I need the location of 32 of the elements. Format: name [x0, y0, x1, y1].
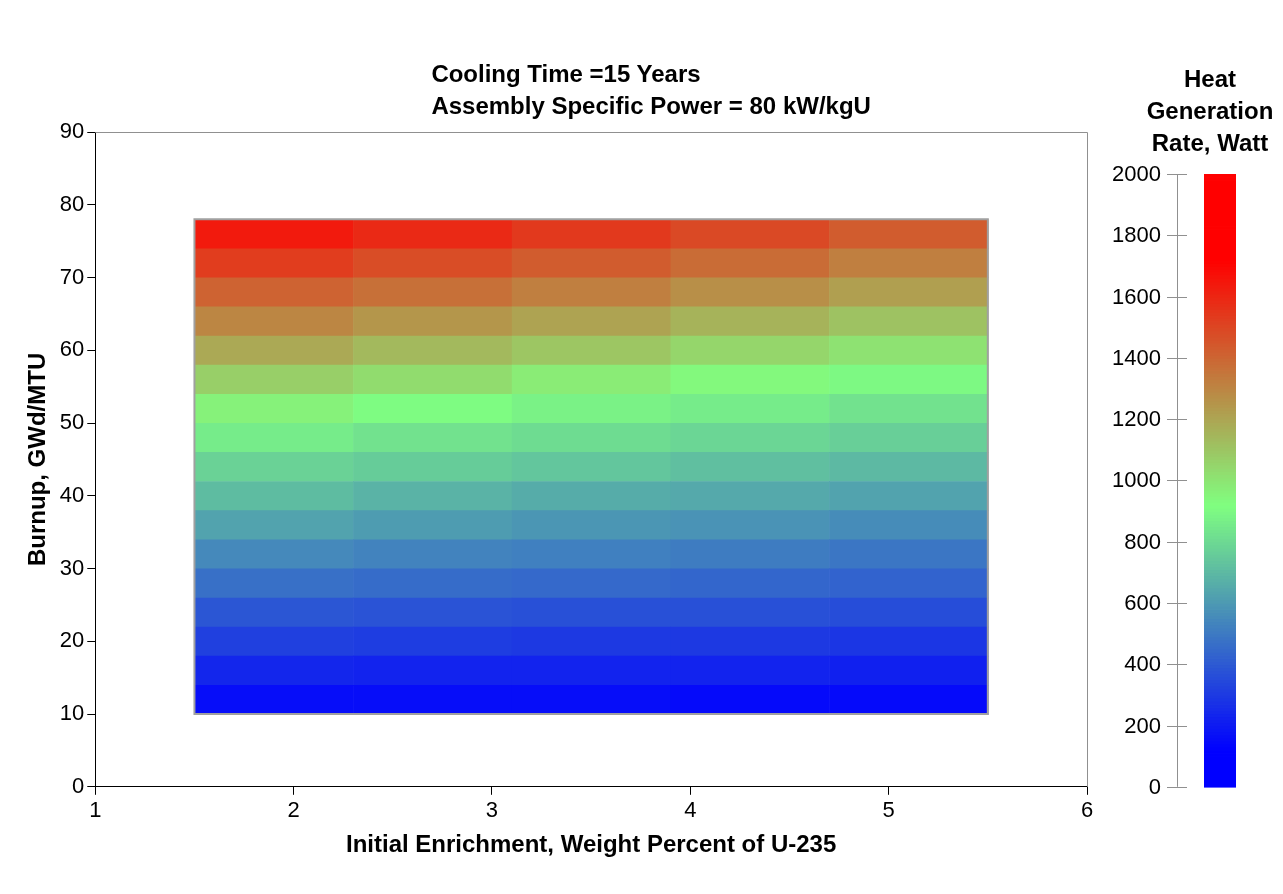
- x-axis-title: Initial Enrichment, Weight Percent of U-235: [345, 830, 837, 858]
- color-bar-label: 1200: [1112, 405, 1161, 431]
- y-tick-label: 0: [72, 772, 85, 798]
- color-bar-label: 0: [1148, 773, 1161, 799]
- x-tick-label: 4: [684, 797, 697, 823]
- color-bar-label: 1600: [1112, 283, 1161, 309]
- y-tick-label: 40: [59, 481, 85, 507]
- y-tick-label: 80: [59, 190, 85, 216]
- color-bar-label: 200: [1124, 712, 1161, 738]
- color-bar-title: Heat Generation Rate, Watt: [1146, 64, 1274, 156]
- color-bar-label: 800: [1124, 528, 1161, 554]
- y-tick-label: 10: [59, 700, 85, 726]
- chart-subtitle: Assembly Specific Power = 80 kW/kgU: [431, 91, 871, 119]
- x-tick-label: 3: [485, 797, 499, 823]
- x-tick-label: 1: [89, 797, 102, 823]
- y-tick-label: 50: [59, 409, 85, 435]
- y-tick-label: 30: [59, 554, 85, 580]
- y-tick-label: 60: [59, 336, 85, 362]
- x-tick-label: 6: [1080, 797, 1094, 823]
- color-bar-label: 1800: [1112, 221, 1161, 247]
- color-bar-label: 1400: [1112, 344, 1161, 370]
- x-tick-label: 2: [287, 797, 300, 823]
- color-bar-label: 2000: [1112, 160, 1161, 186]
- x-tick-label: 5: [882, 797, 895, 823]
- color-bar-label: 400: [1124, 650, 1161, 676]
- y-tick-label: 90: [59, 118, 85, 144]
- y-axis-title: Burnup, GWd/MTU: [23, 352, 51, 567]
- chart-title: Cooling Time =15 Years: [431, 59, 701, 87]
- color-bar-label: 600: [1124, 589, 1161, 615]
- y-tick-label: 20: [59, 627, 85, 653]
- y-tick-label: 70: [59, 263, 85, 289]
- color-bar-label: 1000: [1112, 466, 1161, 492]
